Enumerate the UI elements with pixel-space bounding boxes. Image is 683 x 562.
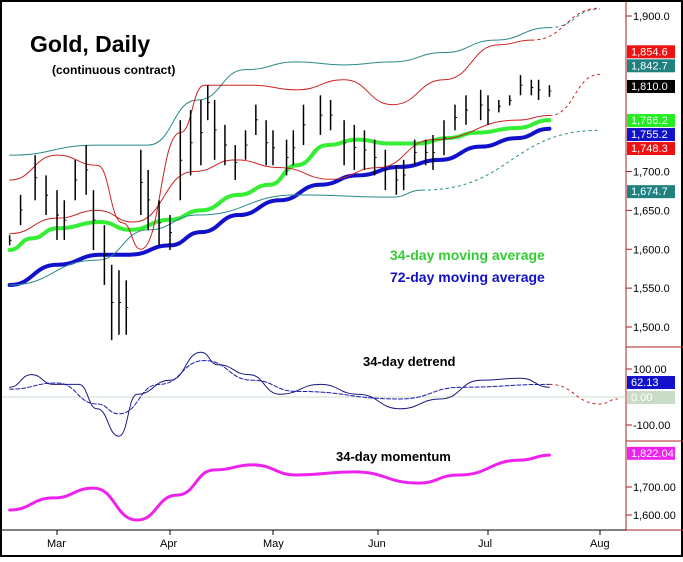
- y-tick-label: 1,500.0: [633, 322, 670, 334]
- value-label: 1,674.7: [631, 186, 668, 198]
- momentum-series-0-line: [8, 453, 551, 522]
- price-projection-line: [549, 8, 601, 29]
- x-tick-label: May: [263, 538, 284, 550]
- price-series-3-line: [9, 189, 423, 286]
- value-label-box: [627, 376, 675, 389]
- y-tick-label: 100.00: [633, 364, 667, 376]
- y-tick-label: 1,700.0: [633, 167, 670, 179]
- value-label-box: [627, 59, 675, 73]
- x-tick-label: Aug: [590, 538, 610, 550]
- value-label: 1,755.2: [631, 129, 668, 141]
- detrend-series-1-line: [9, 360, 550, 415]
- value-label: 0.00: [631, 392, 652, 404]
- value-label-box: [627, 45, 675, 59]
- value-label-box: [627, 79, 675, 93]
- momentum-label: 34-day momentum: [336, 449, 451, 464]
- detrend-series-0-line: [9, 351, 550, 437]
- series-layer: [2, 7, 626, 522]
- value-labels: 1,854.6 1,842.7 1,810.0 1,766.2 1,755.2 1,748…: [627, 45, 675, 460]
- annotation-72ma: 72-day moving average: [390, 269, 545, 285]
- price-series-5-line: [9, 115, 550, 235]
- price-projection-line: [531, 7, 601, 41]
- y-tick-label: 1,600.00: [633, 510, 676, 522]
- y-tick-label: 1,900.0: [633, 11, 670, 23]
- value-label-box: [627, 114, 675, 128]
- value-label-box: [627, 128, 675, 142]
- detrend-label: 34-day detrend: [363, 354, 456, 369]
- price-bars: [8, 75, 552, 341]
- value-label: 1,822.04: [631, 448, 674, 460]
- annotation-34ma: 34-day moving average: [390, 247, 545, 263]
- chart-subtitle: (continuous contract): [52, 63, 175, 77]
- value-label-box: [627, 142, 675, 156]
- value-label: 1,766.2: [631, 115, 668, 127]
- detrend-projection-line: [549, 383, 618, 405]
- value-label: 1,810.0: [631, 81, 668, 93]
- x-tick-label: Jun: [368, 538, 386, 550]
- 72-day-moving-average-line: [7, 126, 552, 288]
- y-tick-label: 1,650.0: [633, 205, 670, 217]
- chart-title: Gold, Daily: [30, 31, 150, 57]
- value-label: 1,748.3: [631, 143, 668, 155]
- value-label-box: [627, 446, 675, 460]
- value-label: 1,842.7: [631, 60, 668, 72]
- price-series-2-line: [9, 27, 550, 156]
- value-label: 62.13: [631, 377, 659, 389]
- value-label: 1,854.6: [631, 46, 668, 58]
- axes: 1,900.0 1,700.0 1,650.0 1,600.0 1,550.0 1,500…: [47, 11, 676, 550]
- value-label-box: [627, 391, 675, 404]
- x-tick-label: Jul: [478, 538, 492, 550]
- price-series-4-line: [9, 39, 532, 250]
- x-tick-label: Mar: [47, 538, 66, 550]
- y-tick-label: 1,600.0: [633, 244, 670, 256]
- price-projection-line: [549, 73, 601, 117]
- y-tick-label: 1,700.00: [633, 482, 676, 494]
- y-tick-label: -100.00: [633, 420, 670, 432]
- value-label-box: [627, 185, 675, 199]
- x-tick-label: Apr: [160, 538, 177, 550]
- y-tick-label: 1,550.0: [633, 283, 670, 295]
